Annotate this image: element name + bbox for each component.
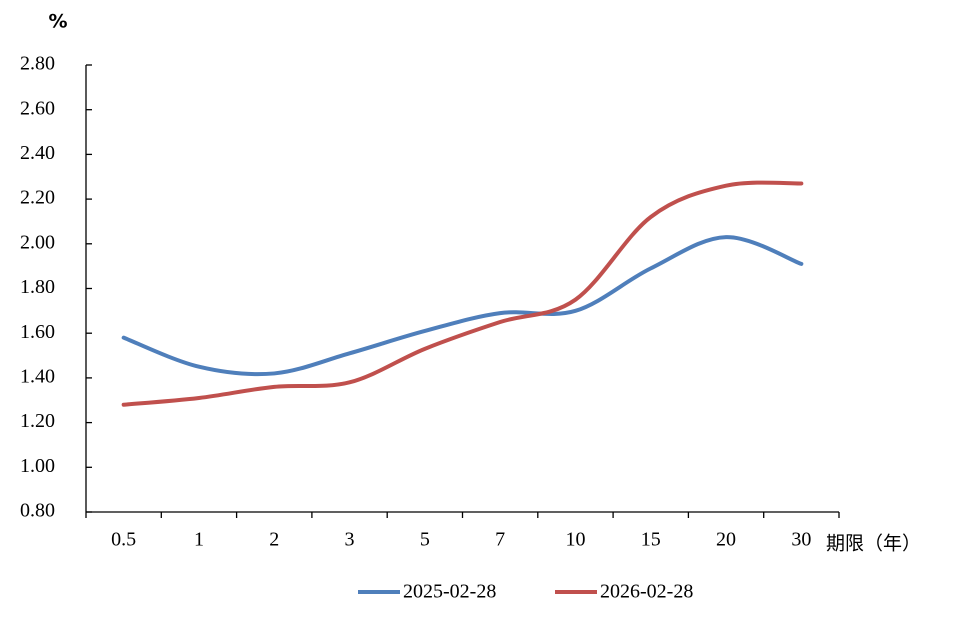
x-tick-label: 1: [194, 529, 204, 551]
x-tick-label: 7: [495, 529, 505, 551]
x-tick-label: 10: [565, 529, 585, 551]
x-tick-label: 15: [641, 529, 661, 551]
legend-label: 2025-02-28: [403, 581, 496, 603]
x-tick-label: 30: [791, 529, 811, 551]
x-tick-label: 3: [345, 529, 355, 551]
x-axis-label: 期限（年）: [826, 533, 921, 555]
legend-label: 2026-02-28: [600, 581, 693, 603]
y-tick-label: 2.00: [20, 231, 55, 253]
series-line: [121, 180, 804, 407]
y-unit: %: [48, 11, 67, 33]
y-tick-label: 1.80: [20, 276, 55, 298]
y-tick-label: 1.40: [20, 365, 55, 387]
y-tick-label: 1.60: [20, 321, 55, 343]
y-tick-label: 2.60: [20, 97, 55, 119]
y-tick-label: 2.40: [20, 142, 55, 164]
series-line: [121, 235, 804, 377]
y-tick-label: 1.00: [20, 455, 55, 477]
x-tick-label: 20: [716, 529, 736, 551]
x-tick-label: 5: [420, 529, 430, 551]
y-tick-label: 2.20: [20, 187, 55, 209]
x-tick-label: 0.5: [111, 529, 136, 551]
y-tick-label: 1.20: [20, 410, 55, 432]
x-tick-label: 2: [269, 529, 279, 551]
y-tick-label: 2.80: [20, 53, 55, 75]
y-tick-label: 0.80: [20, 500, 55, 522]
